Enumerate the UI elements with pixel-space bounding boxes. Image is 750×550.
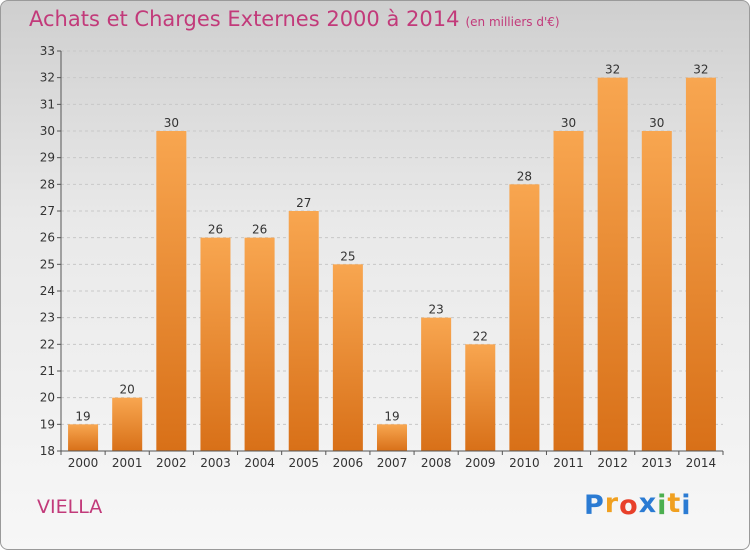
logo-letter: i [681,490,692,521]
value-label-2014: 32 [693,63,708,77]
y-tick-label: 29 [40,151,55,165]
logo-letter: P [584,490,605,521]
y-tick-label: 33 [40,44,55,58]
bar-2003 [200,237,231,451]
value-label-2005: 27 [296,196,311,210]
x-tick-label-2008: 2008 [421,456,452,470]
logo-letter: i [657,490,668,521]
value-label-2004: 26 [252,223,267,237]
bar-2004 [244,237,275,451]
axes [60,51,723,452]
bar-2011 [553,131,584,451]
logo-letter: x [638,488,658,519]
value-label-2009: 22 [473,329,488,343]
logo-letter: r [604,488,620,519]
y-tick-label: 19 [40,417,55,431]
chart-title-text: Achats et Charges Externes 2000 à 2014 [29,7,460,31]
x-tick-label-2011: 2011 [553,456,584,470]
bar-2012 [597,77,628,452]
y-tick-label: 30 [40,124,55,138]
commune-name: VIELLA [37,496,103,518]
bar-2010 [509,184,540,452]
bar-2009 [465,344,496,451]
bars [68,77,716,452]
bar-2008 [421,317,452,451]
value-label-2011: 30 [561,116,576,130]
chart-title: Achats et Charges Externes 2000 à 2014 (e… [29,7,560,31]
y-axis-ticks: 18 19 20 21 22 23 24 25 26 27 28 29 30 31 32 33 [40,44,61,458]
value-labels: 19 20 30 26 26 27 25 19 23 22 28 30 32 30 32 [75,63,708,424]
value-label-2003: 26 [208,223,223,237]
y-tick-label: 18 [40,444,55,458]
y-tick-label: 32 [40,71,55,85]
logo-letter: t [667,488,682,519]
bar-2006 [332,264,363,451]
value-label-2001: 20 [120,383,135,397]
logo-letter: o [619,490,639,521]
value-label-2000: 19 [75,409,90,423]
x-axis-ticks: 2000 2001 2002 2003 2004 2005 2006 2007 2008 2009… [60,451,724,470]
y-tick-label: 26 [40,231,55,245]
bar-2000 [68,424,99,451]
x-tick-label-2014: 2014 [686,456,717,470]
bar-2013 [641,131,672,451]
x-tick-label-2007: 2007 [377,456,408,470]
bar-2002 [156,131,187,451]
value-label-2002: 30 [164,116,179,130]
x-tick-label-2005: 2005 [288,456,319,470]
y-tick-label: 24 [40,284,55,298]
x-tick-label-2010: 2010 [509,456,540,470]
y-tick-label: 23 [40,311,55,325]
x-tick-label-2000: 2000 [68,456,99,470]
bar-2001 [112,397,143,451]
x-tick-label-2001: 2001 [112,456,143,470]
proxiti-logo: Proxiti [584,488,692,521]
bar-2014 [685,77,716,452]
value-label-2012: 32 [605,63,620,77]
y-tick-label: 22 [40,337,55,351]
value-label-2007: 19 [384,409,399,423]
y-tick-label: 20 [40,391,55,405]
x-tick-label-2004: 2004 [244,456,275,470]
value-label-2013: 30 [649,116,664,130]
x-tick-label-2003: 2003 [200,456,231,470]
x-tick-label-2009: 2009 [465,456,496,470]
x-tick-label-2013: 2013 [642,456,673,470]
y-tick-label: 25 [40,257,55,271]
chart-subtitle: (en milliers d'€) [465,15,560,29]
value-label-2008: 23 [428,303,443,317]
x-tick-label-2012: 2012 [597,456,628,470]
bar-2007 [376,424,408,451]
value-label-2010: 28 [517,169,532,183]
y-tick-label: 27 [40,204,55,218]
value-label-2006: 25 [340,249,355,263]
y-tick-label: 21 [40,364,55,378]
y-tick-label: 28 [40,177,55,191]
x-tick-label-2006: 2006 [333,456,364,470]
bar-2005 [288,211,319,451]
y-tick-label: 31 [40,97,55,111]
x-tick-label-2002: 2002 [156,456,187,470]
